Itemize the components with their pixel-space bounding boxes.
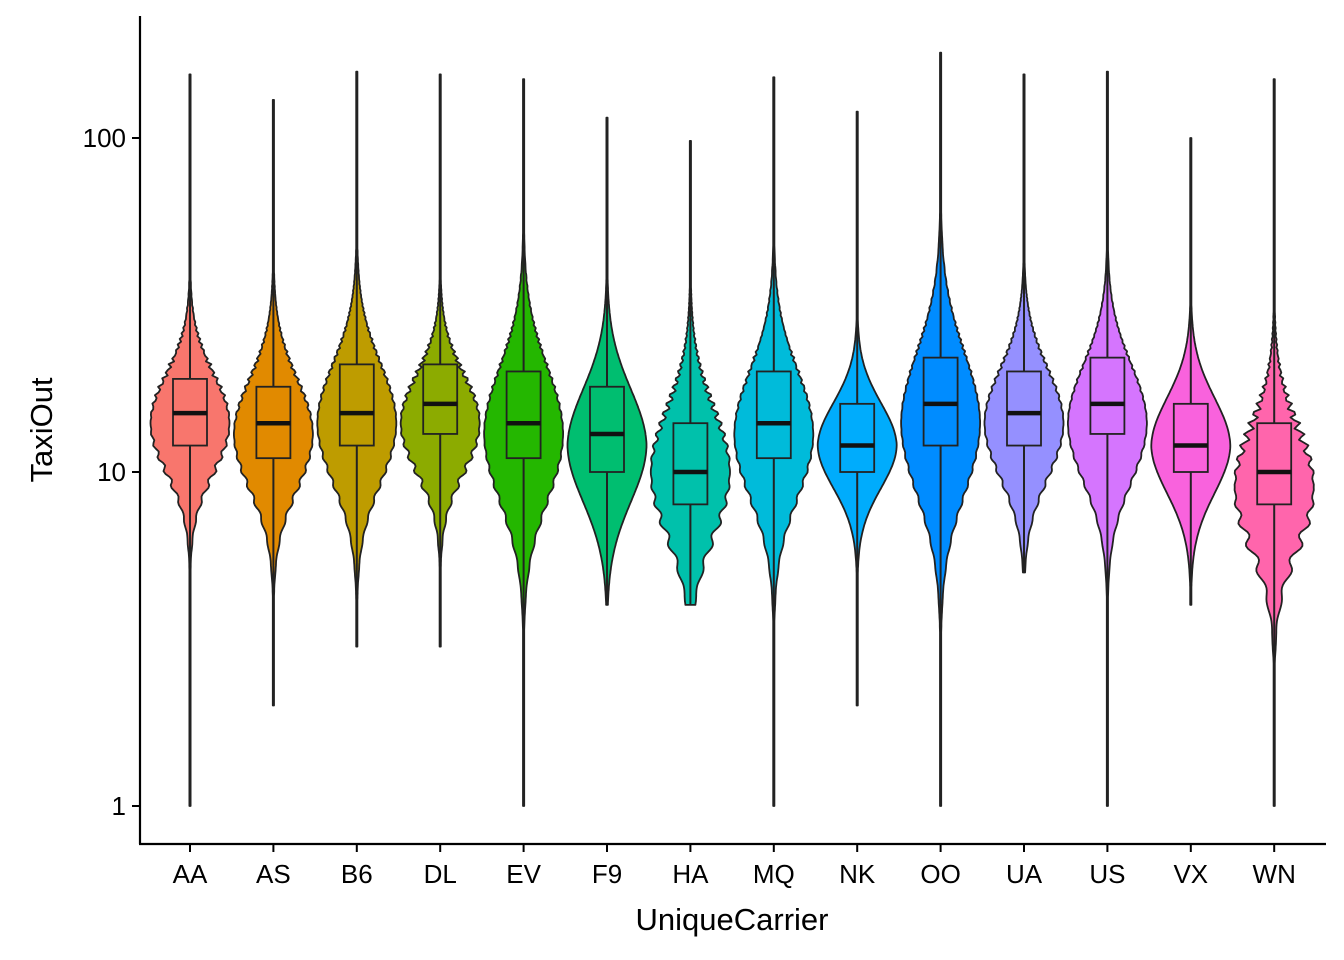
violin-group-b6	[316, 70, 398, 648]
x-tick-label: F9	[592, 859, 622, 889]
x-tick-label: AA	[173, 859, 208, 889]
x-tick-label: HA	[672, 859, 709, 889]
x-ticks: AA AS B6 DL EV F9 HA MQ NK OO UA US VX WN	[173, 844, 1296, 889]
x-tick-label: MQ	[753, 859, 795, 889]
x-tick-label: AS	[256, 859, 291, 889]
violin-group-us	[1067, 70, 1148, 807]
iqr-box	[672, 422, 709, 506]
iqr-box	[1172, 402, 1209, 473]
x-tick-label: B6	[341, 859, 373, 889]
violin-group-wn	[1233, 78, 1315, 807]
violin-group-oo	[900, 51, 981, 807]
x-tick-label: NK	[839, 859, 876, 889]
iqr-box	[1089, 356, 1126, 435]
violin-group-ua	[983, 73, 1065, 574]
y-tick-label: 10	[97, 457, 126, 487]
iqr-box	[755, 370, 792, 460]
axes-layer	[138, 16, 1326, 846]
violin-group-ev	[483, 78, 564, 807]
violin-group-aa	[149, 73, 231, 807]
violin-group-nk	[816, 110, 898, 707]
violin-group-mq	[733, 76, 815, 807]
x-tick-label: UA	[1006, 859, 1043, 889]
x-tick-label: US	[1089, 859, 1125, 889]
x-tick-label: OO	[920, 859, 960, 889]
x-tick-label: EV	[506, 859, 541, 889]
y-tick-label: 1	[112, 791, 126, 821]
y-axis-title: TaxiOut	[24, 377, 59, 482]
iqr-box	[1006, 370, 1042, 447]
x-tick-label: WN	[1253, 859, 1296, 889]
violin-group-ha	[649, 140, 731, 606]
iqr-box	[1256, 422, 1293, 506]
x-tick-label: VX	[1173, 859, 1208, 889]
y-ticks: 1 10 100	[83, 123, 140, 821]
x-axis-title: UniqueCarrier	[636, 902, 829, 937]
violin-group-f9	[566, 116, 648, 606]
iqr-box	[422, 363, 459, 435]
iqr-box	[505, 370, 542, 460]
violin-group-as	[233, 99, 314, 707]
violins-layer	[149, 51, 1315, 807]
violin-group-vx	[1150, 137, 1232, 606]
violin-group-dl	[399, 73, 481, 648]
iqr-box	[839, 402, 876, 473]
iqr-box	[338, 363, 375, 447]
x-tick-label: DL	[424, 859, 457, 889]
y-tick-label: 100	[83, 123, 126, 153]
iqr-box	[589, 385, 625, 473]
